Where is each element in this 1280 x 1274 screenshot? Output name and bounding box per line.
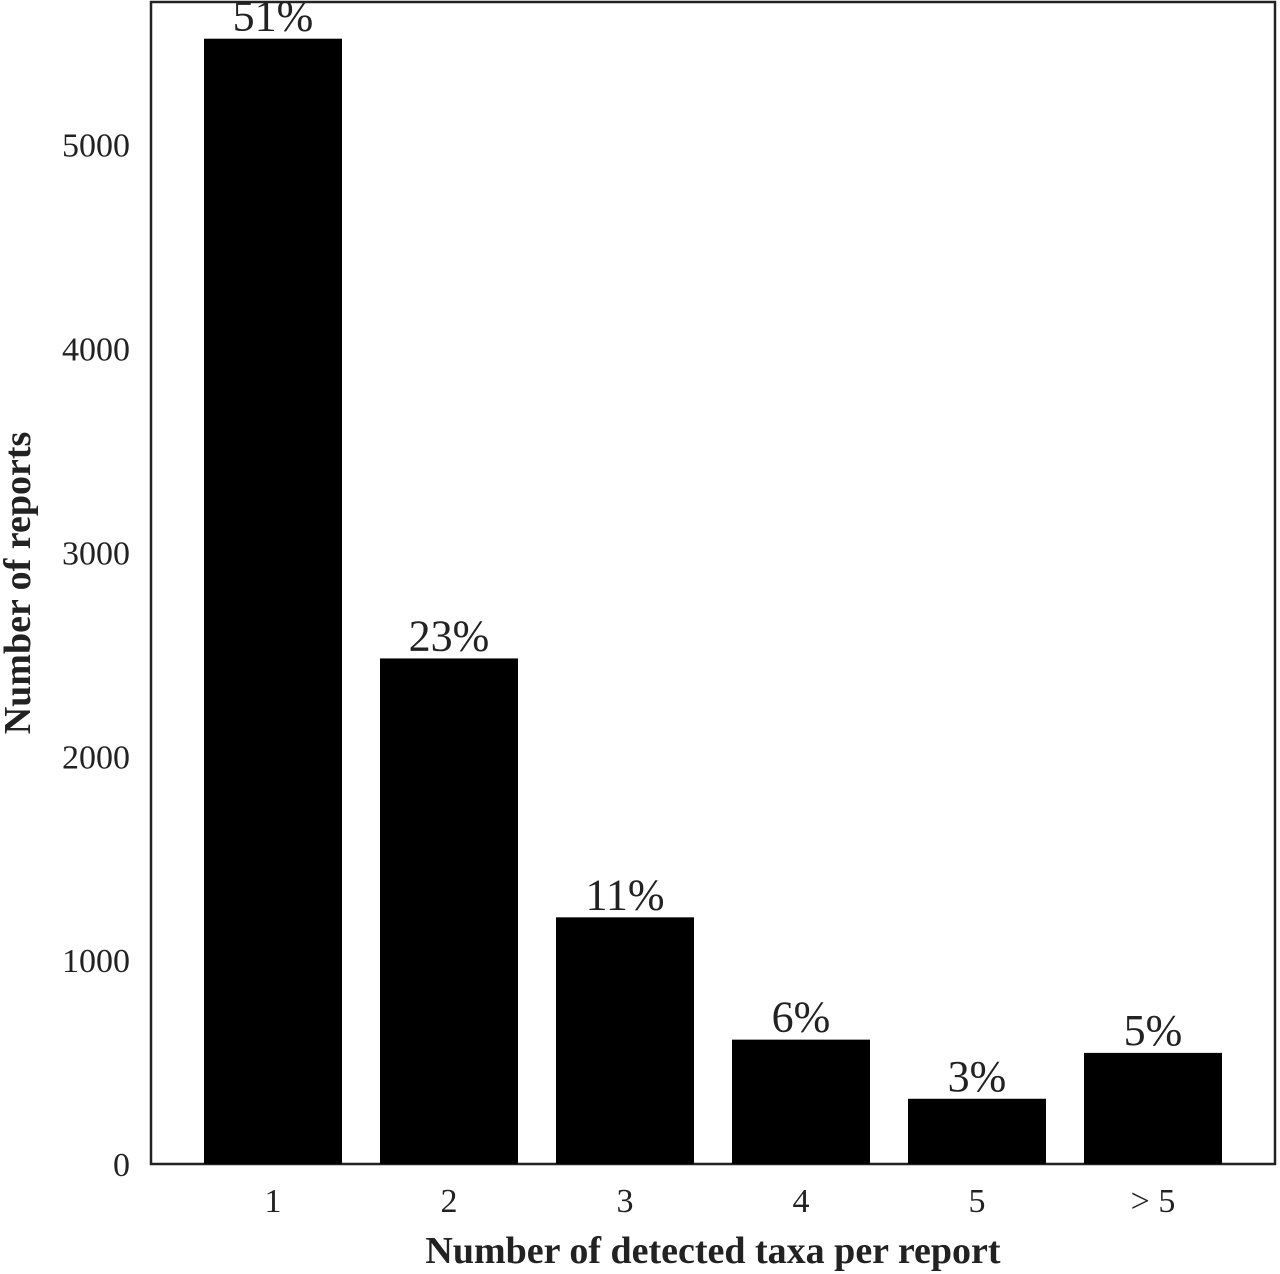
bar-2 (380, 658, 518, 1164)
x-tick-label-1: 1 (265, 1183, 282, 1220)
data-label-1: 51% (233, 0, 314, 41)
x-tick-label-4: 4 (793, 1183, 810, 1220)
y-axis-title: Number of reports (0, 432, 39, 735)
y-tick-label-2: 2000 (62, 739, 130, 776)
x-tick-label-2: 2 (441, 1183, 458, 1220)
data-label-4: 6% (772, 993, 831, 1042)
plot-frame (149, 0, 1277, 1166)
x-tick-label-3: 3 (617, 1183, 634, 1220)
y-tick-label-4: 4000 (62, 332, 130, 369)
bar-6 (1084, 1052, 1222, 1164)
data-label-3: 11% (585, 870, 664, 919)
y-axis-ticks: 0 1000 2000 3000 4000 5000 (62, 128, 130, 1184)
data-label-6: 5% (1124, 1006, 1183, 1055)
bar-5 (908, 1098, 1046, 1164)
data-label-2: 23% (409, 611, 490, 660)
bar-1 (204, 38, 342, 1165)
y-tick-label-5: 5000 (62, 128, 130, 165)
data-label-5: 3% (948, 1052, 1007, 1101)
x-axis-ticks: 1 2 3 4 5 > 5 (265, 1183, 1176, 1220)
data-labels-layer: 51% 23% 11% 6% 3% 5% (233, 0, 1183, 1101)
x-tick-label-5: 5 (969, 1183, 986, 1220)
x-axis-title: Number of detected taxa per report (425, 1230, 1000, 1272)
bar-3 (556, 917, 694, 1164)
bars-layer (204, 38, 1222, 1165)
y-tick-label-3: 3000 (62, 535, 130, 572)
bar-4 (732, 1039, 870, 1164)
y-tick-label-0: 0 (113, 1147, 130, 1184)
x-tick-label-6: > 5 (1131, 1183, 1176, 1220)
y-tick-label-1: 1000 (62, 943, 130, 980)
